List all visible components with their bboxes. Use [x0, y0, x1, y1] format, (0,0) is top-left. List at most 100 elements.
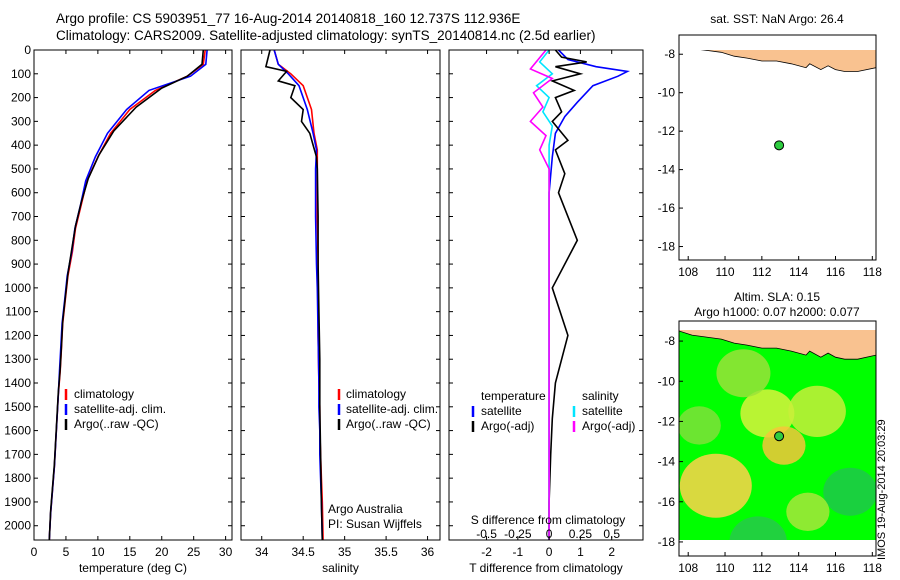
sst_map-y-tick-label: -14 [658, 163, 676, 177]
difference-legend-sal-label: satellite [582, 404, 623, 418]
sla_map-island [824, 321, 846, 327]
temperature-y-tick-label: 700 [11, 210, 31, 224]
temperature-x-tick-label: 15 [123, 545, 137, 559]
temperature-y-tick-label: 1500 [4, 400, 31, 414]
temperature-x-tick-label: 0 [31, 545, 38, 559]
sla_map-y-tick-label: -10 [658, 374, 676, 388]
difference-series-0-line [548, 49, 630, 540]
salinity-legend-label: climatology [346, 387, 406, 401]
temperature-y-tick-label: 0 [24, 43, 31, 57]
temperature-y-tick-label: 1800 [4, 471, 31, 485]
sla-map-panel: 108 110 112 114 116 118 -8 -10 -12 -14 -16 -18 Altim… [658, 290, 883, 575]
temperature-y-tick-label: 400 [11, 138, 31, 152]
temperature-y-tick-label: 1100 [5, 305, 31, 319]
temperature-x-tick-label: 30 [219, 545, 233, 559]
sst_map-map-content [679, 50, 876, 260]
sst_map-x-tick-label: 112 [752, 265, 771, 279]
sla_map-sla-anomaly-patch [788, 385, 846, 437]
sla_map-sla-anomaly-patch [679, 453, 752, 518]
difference-s-tick-label: 0.25 [569, 527, 593, 541]
difference-legend-salinity-title: salinity [582, 389, 619, 403]
temperature-x-tick-label: 25 [187, 545, 201, 559]
sla_map-y-tick-label: -8 [664, 334, 675, 348]
temperature-y-tick-label: 1300 [4, 352, 31, 366]
temperature-legend-label: Argo(..raw -QC) [74, 417, 159, 431]
temperature-y-tick-label: 1000 [4, 281, 31, 295]
sla_map-sla-anomaly-patch [716, 349, 771, 398]
salinity-x-tick-label: 36 [421, 545, 435, 559]
temperature-y-tick-label: 200 [11, 91, 31, 105]
salinity-annotation-line: PI: Susan Wijffels [328, 517, 422, 531]
temperature-legend-label: satellite-adj. clim. [74, 402, 166, 416]
sla_map-y-tick-label: -16 [658, 495, 676, 509]
temperature-x-tick-label: 10 [91, 545, 105, 559]
difference-x-tick-label: 1 [577, 545, 584, 559]
salinity-x-tick-label: 35.5 [374, 545, 398, 559]
sla_map-x-tick-label: 110 [715, 561, 734, 575]
temperature-legend-label: climatology [74, 387, 134, 401]
temperature-y-tick-label: 1900 [4, 495, 31, 509]
sla_map-sla-anomaly-patch [823, 467, 876, 516]
salinity-x-tick-label: 34.5 [292, 545, 316, 559]
difference-s-tick-label: -0.25 [504, 527, 532, 541]
sla_map-y-tick-label: -12 [658, 414, 676, 428]
difference-s-tick-label: 0.5 [603, 527, 620, 541]
difference-legend-temp-label: Argo(-adj) [481, 419, 534, 433]
temperature-panel: 0 5 10 15 20 25 30 temperature (deg C) 0 100 200 30… [4, 43, 232, 575]
temperature-y-tick-label: 600 [11, 186, 31, 200]
sst_map-land-mass [700, 50, 876, 72]
temperature-y-tick-label: 1200 [4, 328, 31, 342]
sla-map-title-line2: Argo h1000: 0.07 h2000: 0.077 [694, 305, 860, 319]
temperature-y-tick-label: 300 [11, 114, 31, 128]
sla-map-title-line1: Altim. SLA: 0.15 [734, 290, 820, 304]
sla_map-x-tick-label: 112 [752, 561, 771, 575]
sla_map-y-tick-label: -18 [658, 535, 676, 549]
difference-s-tick-label: -0.5 [476, 527, 497, 541]
sst_map-y-tick-label: -16 [658, 201, 676, 215]
difference-s-axis-label: S difference from climatology [471, 513, 626, 527]
temperature-x-axis-label: temperature (deg C) [79, 561, 187, 575]
difference-series-1-line [548, 49, 587, 540]
sst_map-map-frame [678, 34, 877, 261]
sst_map-y-tick-label: -10 [658, 86, 676, 100]
temperature-x-tick-label: 20 [155, 545, 169, 559]
sla_map-x-tick-label: 116 [826, 561, 845, 575]
salinity-legend-label: satellite-adj. clim. [346, 402, 438, 416]
salinity-x-tick-label: 34 [255, 545, 269, 559]
temperature-y-tick-label: 1700 [4, 447, 31, 461]
difference-series-3-line [529, 49, 554, 540]
difference-legend-sal-label: Argo(-adj) [582, 419, 635, 433]
temperature-y-tick-label: 1600 [4, 424, 31, 438]
salinity-series-2-line [264, 49, 324, 541]
difference-s-tick-label: 0 [546, 527, 553, 541]
figure-title-line2: Climatology: CARS2009. Satellite-adjuste… [56, 28, 596, 43]
sla_map-argo-float-marker [774, 431, 785, 442]
sla_map-x-tick-label: 118 [863, 561, 882, 575]
salinity-legend-label: Argo(..raw -QC) [346, 417, 431, 431]
temperature-y-tick-label: 1400 [4, 376, 31, 390]
sst_map-y-tick-label: -8 [664, 47, 675, 61]
temperature-x-tick-label: 5 [63, 545, 70, 559]
salinity-annotation-line: Argo Australia [328, 502, 403, 516]
sst_map-map-background [679, 50, 876, 260]
sla_map-sla-anomaly-patch [679, 406, 721, 445]
sst_map-x-tick-label: 116 [826, 265, 845, 279]
temperature-y-tick-label: 800 [11, 233, 31, 247]
sst_map-x-tick-label: 114 [789, 265, 808, 279]
difference-x-tick-label: 2 [608, 545, 615, 559]
sst-map-panel: 108 110 112 114 116 118 -8 -10 -12 -14 -16 -18 sat. … [658, 12, 883, 279]
temperature-y-tick-label: 900 [11, 257, 31, 271]
salinity-panel: 34 34.5 35 35.5 36 salinity climatologysatelli… [240, 49, 441, 575]
salinity-plot-frame [240, 49, 441, 541]
temperature-y-tick-label: 2000 [4, 519, 31, 533]
sla_map-y-tick-label: -14 [658, 455, 676, 469]
difference-legend-temp-label: satellite [481, 404, 522, 418]
sla_map-sla-anomaly-patch [786, 492, 830, 532]
sla_map-x-tick-label: 108 [678, 561, 698, 575]
sst_map-x-tick-label: 118 [863, 265, 882, 279]
sla_map-map-content [679, 321, 876, 540]
temperature-plot-frame [33, 49, 233, 541]
salinity-x-tick-label: 35 [338, 545, 352, 559]
sla_map-sla-anomaly-patch [762, 426, 806, 465]
